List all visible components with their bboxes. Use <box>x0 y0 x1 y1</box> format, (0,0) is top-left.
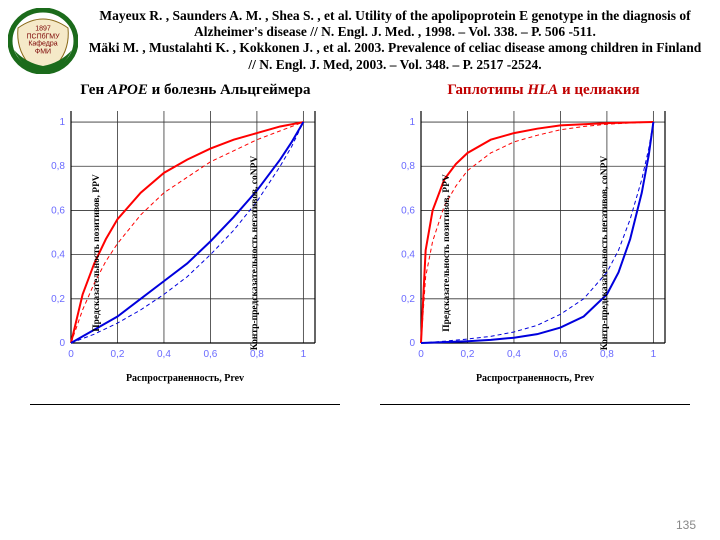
chart-right-wrap: Предсказательность позитивов, PPV Контр-… <box>370 101 700 405</box>
svg-text:0: 0 <box>59 338 65 349</box>
svg-text:0,2: 0,2 <box>111 349 125 360</box>
citations-block: Mayeux R. , Saunders A. M. , Shea S. , e… <box>86 8 704 73</box>
title-left-pre: Ген <box>80 82 107 98</box>
title-left-em: APOE <box>108 82 148 98</box>
title-right: Гаплотипы HLA и целиакия <box>447 82 639 99</box>
svg-text:1: 1 <box>59 117 65 128</box>
svg-text:0,6: 0,6 <box>51 205 65 216</box>
svg-text:0: 0 <box>68 349 74 360</box>
svg-text:0,4: 0,4 <box>401 250 415 261</box>
axis-x-label-right: Распространенность, Prev <box>370 373 700 384</box>
page-number: 135 <box>676 518 696 532</box>
svg-text:0,4: 0,4 <box>507 349 521 360</box>
chart-right-svg: 00 0,2 0,2 0,4 0,4 0,6 0,6 0,8 0,8 1 1 <box>385 101 685 371</box>
svg-text:1: 1 <box>651 349 657 360</box>
title-right-post: и целиакия <box>558 82 639 98</box>
logo-line4: ФМИ <box>26 49 59 57</box>
svg-text:0,8: 0,8 <box>600 349 614 360</box>
svg-text:0,8: 0,8 <box>401 161 415 172</box>
charts-row: Предсказательность позитивов, PPV Контр-… <box>0 101 720 405</box>
chart-left-svg: 00 0,2 0,2 0,4 0,4 0,6 0,6 0,8 0,8 1 1 <box>35 101 335 371</box>
svg-text:0,6: 0,6 <box>203 349 217 360</box>
svg-text:1: 1 <box>301 349 307 360</box>
axis-y-right-label: Контр-предсказательность негативов, coNP… <box>250 156 260 350</box>
logo-line3: Кафедра <box>26 41 59 49</box>
svg-text:0,2: 0,2 <box>461 349 475 360</box>
axis-x-label-left: Распространенность, Prev <box>20 373 350 384</box>
title-right-pre: Гаплотипы <box>447 82 527 98</box>
svg-text:0,8: 0,8 <box>250 349 264 360</box>
svg-text:0,6: 0,6 <box>401 205 415 216</box>
svg-text:0,4: 0,4 <box>157 349 171 360</box>
svg-text:0,8: 0,8 <box>51 161 65 172</box>
axis-y-left-label-r: Предсказательность позитивов, PPV <box>442 174 452 332</box>
title-right-em: HLA <box>527 82 558 98</box>
svg-text:0,2: 0,2 <box>51 294 65 305</box>
chart-titles-row: Ген APOE и болезнь Альцгеймера Гаплотипы… <box>0 78 720 101</box>
university-logo: 1897 ПСПбГМУ Кафедра ФМИ <box>8 8 78 74</box>
underline-right <box>380 404 690 405</box>
underline-left <box>30 404 340 405</box>
axis-y-left-label: Предсказательность позитивов, PPV <box>92 174 102 332</box>
svg-text:0,4: 0,4 <box>51 250 65 261</box>
svg-text:0: 0 <box>409 338 415 349</box>
citation-2: Mäki M. , Mustalahti K. , Kokkonen J. , … <box>86 40 704 72</box>
svg-text:0: 0 <box>418 349 424 360</box>
header: 1897 ПСПбГМУ Кафедра ФМИ Mayeux R. , Sau… <box>0 0 720 78</box>
logo-text: 1897 ПСПбГМУ Кафедра ФМИ <box>26 26 59 57</box>
svg-text:1: 1 <box>409 117 415 128</box>
chart-left-wrap: Предсказательность позитивов, PPV Контр-… <box>20 101 350 405</box>
axis-y-right-label-r: Контр-предсказательность негативов, coNP… <box>600 156 610 350</box>
svg-text:0,6: 0,6 <box>553 349 567 360</box>
logo-year: 1897 <box>26 26 59 34</box>
title-left: Ген APOE и болезнь Альцгеймера <box>80 82 310 99</box>
citation-1: Mayeux R. , Saunders A. M. , Shea S. , e… <box>86 8 704 40</box>
title-left-post: и болезнь Альцгеймера <box>148 82 311 98</box>
svg-text:0,2: 0,2 <box>401 294 415 305</box>
logo-line2: ПСПбГМУ <box>26 33 59 41</box>
